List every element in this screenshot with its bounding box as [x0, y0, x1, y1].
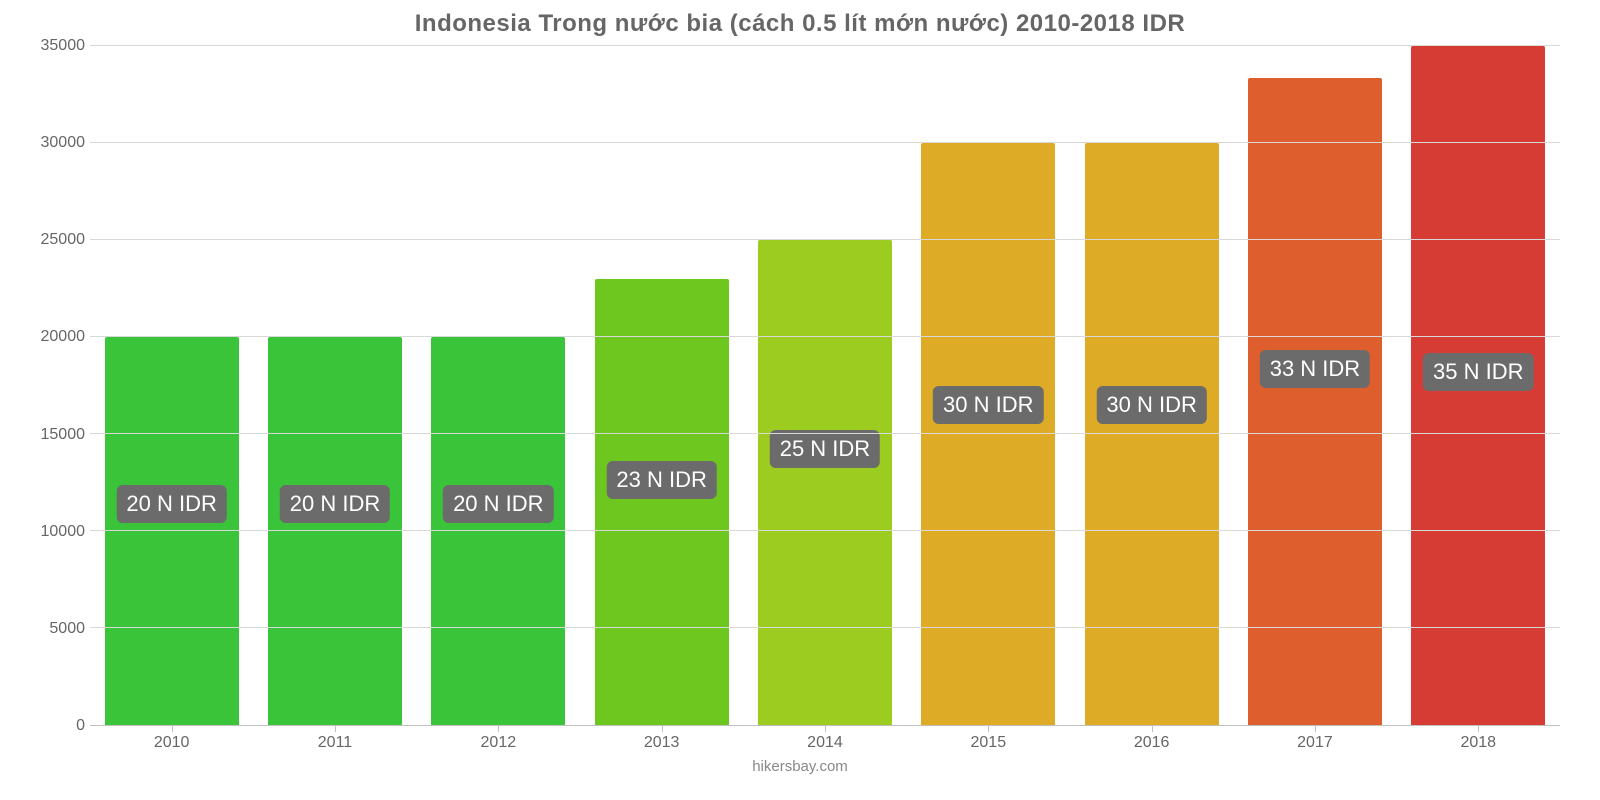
gridline	[90, 142, 1560, 143]
bar: 20 N IDR	[105, 337, 239, 725]
x-tick-label: 2014	[743, 726, 906, 756]
bar-slot: 35 N IDR	[1397, 46, 1560, 725]
bar: 35 N IDR	[1411, 46, 1545, 725]
bar-value-label: 33 N IDR	[1260, 350, 1370, 388]
bar: 23 N IDR	[595, 279, 729, 725]
x-tick-label: 2015	[907, 726, 1070, 756]
bar-slot: 20 N IDR	[90, 46, 253, 725]
gridline	[90, 336, 1560, 337]
bar-slot: 30 N IDR	[907, 46, 1070, 725]
bar-value-label: 25 N IDR	[770, 430, 880, 468]
bar-slot: 23 N IDR	[580, 46, 743, 725]
bar-slot: 33 N IDR	[1233, 46, 1396, 725]
y-axis: 05000100001500020000250003000035000	[30, 46, 85, 726]
plot-area: 05000100001500020000250003000035000 20 N…	[90, 46, 1560, 726]
gridline	[90, 433, 1560, 434]
gridline	[90, 239, 1560, 240]
bar-slot: 20 N IDR	[417, 46, 580, 725]
y-tick-label: 30000	[30, 134, 85, 152]
gridline	[90, 45, 1560, 46]
bar-value-label: 30 N IDR	[933, 386, 1043, 424]
y-tick-label: 20000	[30, 328, 85, 346]
bar: 30 N IDR	[921, 143, 1055, 725]
x-tick-label: 2018	[1397, 726, 1560, 756]
gridline	[90, 530, 1560, 531]
chart-title: Indonesia Trong nước bia (cách 0.5 lít m…	[30, 10, 1570, 38]
y-tick-label: 35000	[30, 37, 85, 55]
bar-value-label: 30 N IDR	[1096, 386, 1206, 424]
y-tick-label: 5000	[30, 620, 85, 638]
chart-container: Indonesia Trong nước bia (cách 0.5 lít m…	[0, 0, 1600, 800]
bar-value-label: 23 N IDR	[606, 461, 716, 499]
bar: 20 N IDR	[268, 337, 402, 725]
x-tick-label: 2017	[1233, 726, 1396, 756]
bar-value-label: 20 N IDR	[116, 485, 226, 523]
x-axis: 201020112012201320142015201620172018	[90, 726, 1560, 756]
bar: 30 N IDR	[1085, 143, 1219, 725]
bar-value-label: 35 N IDR	[1423, 353, 1533, 391]
bar: 25 N IDR	[758, 240, 892, 725]
y-tick-label: 0	[30, 717, 85, 735]
bar: 20 N IDR	[431, 337, 565, 725]
x-tick-label: 2011	[253, 726, 416, 756]
bar: 33 N IDR	[1248, 78, 1382, 725]
y-tick-label: 10000	[30, 523, 85, 541]
x-tick-label: 2013	[580, 726, 743, 756]
bar-slot: 20 N IDR	[253, 46, 416, 725]
y-tick-label: 25000	[30, 231, 85, 249]
x-tick-label: 2010	[90, 726, 253, 756]
plot-region: 20 N IDR 20 N IDR 20 N IDR 23 N IDR 25 N IDR…	[90, 46, 1560, 726]
y-tick-label: 15000	[30, 426, 85, 444]
x-tick-label: 2016	[1070, 726, 1233, 756]
bar-slot: 30 N IDR	[1070, 46, 1233, 725]
attribution-text: hikersbay.com	[30, 758, 1570, 775]
bar-value-label: 20 N IDR	[443, 485, 553, 523]
bar-value-label: 20 N IDR	[280, 485, 390, 523]
bar-slot: 25 N IDR	[743, 46, 906, 725]
gridline	[90, 627, 1560, 628]
bars-group: 20 N IDR 20 N IDR 20 N IDR 23 N IDR 25 N IDR…	[90, 46, 1560, 725]
x-tick-label: 2012	[417, 726, 580, 756]
